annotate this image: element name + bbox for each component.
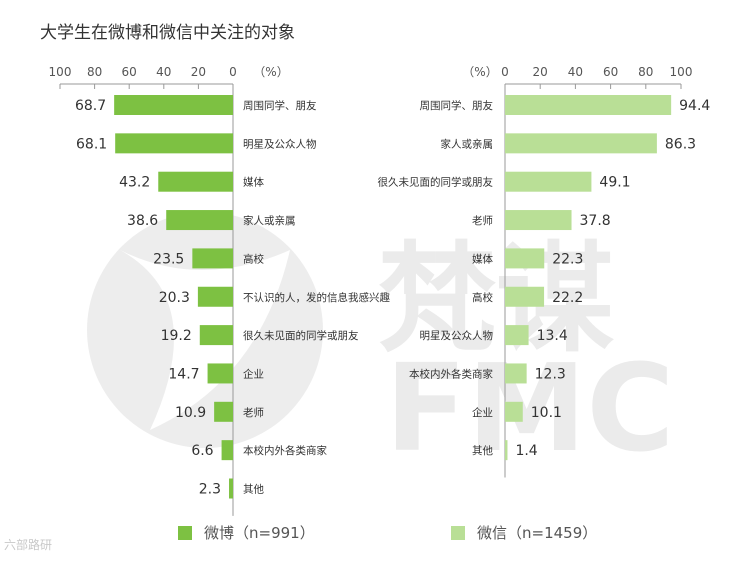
- page-title: 大学生在微博和微信中关注的对象: [40, 23, 295, 43]
- category-label-weixin: 企业: [472, 406, 493, 419]
- bar-weibo: [114, 95, 233, 115]
- data-label-weixin: 10.1: [531, 405, 562, 421]
- data-label-weixin: 22.2: [552, 290, 583, 306]
- bar-weibo: [115, 133, 233, 154]
- data-label-weixin: 49.1: [599, 175, 630, 191]
- data-label-weibo: 68.1: [76, 136, 107, 152]
- bar-weixin: [505, 286, 545, 307]
- data-label-weibo: 6.6: [191, 443, 213, 459]
- data-label-weibo: 14.7: [168, 366, 199, 382]
- data-label-weibo: 38.6: [127, 213, 158, 229]
- category-label-weixin: 老师: [472, 214, 493, 227]
- bar-weibo: [207, 363, 233, 384]
- x-tick-label-weibo: 40: [156, 65, 171, 79]
- unit-label-weibo: （%）: [253, 65, 288, 79]
- category-label-weixin: 本校内外各类商家: [409, 367, 493, 380]
- category-label-weixin: 周围同学、朋友: [420, 99, 494, 112]
- x-tick-label-weixin: 100: [670, 65, 693, 79]
- category-label-weixin: 明星及公众人物: [420, 329, 494, 342]
- x-tick-label-weibo: 80: [87, 65, 102, 79]
- legend-swatch-weibo: [178, 525, 192, 540]
- category-label-weibo: 很久未见面的同学或朋友: [243, 329, 359, 342]
- x-tick-label-weibo: 60: [122, 65, 137, 79]
- legend-swatch-weixin: [451, 525, 465, 540]
- bar-weibo: [199, 325, 233, 346]
- source-mark: 六部路研: [4, 538, 53, 552]
- x-tick-label-weixin: 80: [638, 65, 653, 79]
- data-label-weixin: 22.3: [552, 251, 583, 267]
- bar-weixin: [505, 210, 572, 231]
- bar-weibo: [197, 286, 233, 307]
- bar-weibo: [229, 478, 233, 499]
- data-label-weixin: 94.4: [679, 98, 710, 114]
- data-label-weixin: 12.3: [535, 366, 566, 382]
- legend-weixin: 微信（n=1459）: [451, 522, 597, 543]
- bar-weibo: [214, 401, 233, 422]
- category-label-weixin: 其他: [472, 444, 493, 457]
- data-label-weixin: 1.4: [515, 443, 537, 459]
- category-label-weixin: 媒体: [472, 252, 493, 265]
- data-label-weibo: 68.7: [75, 98, 106, 114]
- category-label-weibo: 周围同学、朋友: [243, 99, 317, 112]
- data-label-weibo: 23.5: [153, 251, 184, 267]
- category-label-weibo: 媒体: [243, 176, 264, 189]
- category-label-weibo: 老师: [243, 406, 264, 419]
- bar-weixin: [505, 171, 592, 192]
- bar-weixin: [505, 95, 672, 115]
- x-tick-label-weixin: 40: [568, 65, 583, 79]
- data-label-weibo: 2.3: [199, 482, 221, 498]
- data-label-weibo: 43.2: [119, 175, 150, 191]
- data-label-weibo: 20.3: [159, 290, 190, 306]
- x-tick-label-weixin: 20: [533, 65, 548, 79]
- x-tick-label-weixin: 0: [501, 65, 509, 79]
- bar-weixin: [505, 248, 545, 269]
- data-label-weixin: 86.3: [665, 136, 696, 152]
- x-tick-label-weibo: 100: [49, 65, 72, 79]
- category-label-weibo: 家人或亲属: [243, 214, 296, 227]
- watermark-text-cn: 梵谋: [378, 230, 614, 368]
- data-label-weibo: 19.2: [161, 328, 192, 344]
- category-label-weibo: 高校: [243, 252, 264, 265]
- legend-label-weibo: 微博（n=991）: [204, 524, 315, 542]
- category-label-weibo: 明星及公众人物: [243, 137, 317, 150]
- category-label-weixin: 很久未见面的同学或朋友: [378, 176, 494, 189]
- bar-weixin: [505, 133, 657, 154]
- x-tick-label-weibo: 20: [191, 65, 206, 79]
- x-tick-label-weixin: 60: [603, 65, 618, 79]
- x-tick-label-weibo: 0: [229, 65, 237, 79]
- category-label-weibo: 其他: [243, 483, 264, 496]
- category-label-weibo: 不认识的人，发的信息我感兴趣: [243, 291, 390, 304]
- data-label-weixin: 37.8: [580, 213, 611, 229]
- category-label-weixin: 高校: [472, 291, 493, 304]
- legend-weibo: 微博（n=991）: [178, 522, 315, 543]
- bar-weixin: [505, 325, 529, 346]
- category-label-weibo: 企业: [243, 367, 264, 380]
- bar-weibo: [221, 440, 233, 461]
- category-label-weixin: 家人或亲属: [441, 137, 494, 150]
- category-label-weibo: 本校内外各类商家: [243, 444, 327, 457]
- bar-weibo: [166, 210, 233, 231]
- bar-weibo: [192, 248, 233, 269]
- bar-weixin: [505, 440, 508, 461]
- bar-weixin: [505, 401, 523, 422]
- bar-weixin: [505, 363, 527, 384]
- data-label-weixin: 13.4: [537, 328, 568, 344]
- unit-label-weixin: （%）: [462, 65, 497, 79]
- bar-weibo: [158, 171, 233, 192]
- data-label-weibo: 10.9: [175, 405, 206, 421]
- watermark-text-en: FMC: [385, 340, 674, 479]
- legend-label-weixin: 微信（n=1459）: [477, 524, 598, 542]
